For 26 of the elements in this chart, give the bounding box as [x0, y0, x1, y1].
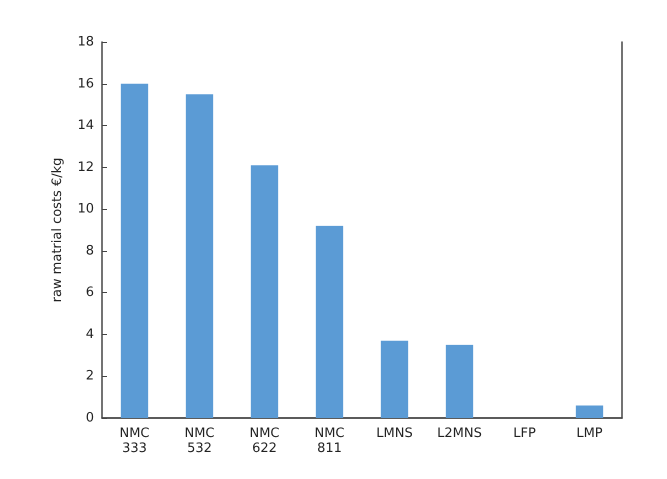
x-tick-label: NMC 333 [119, 426, 150, 456]
y-tick-label: 14 [77, 118, 94, 134]
bar [120, 84, 148, 418]
y-tick-label: 2 [86, 368, 94, 384]
y-tick-label: 12 [77, 160, 94, 175]
y-tick-label: 10 [77, 202, 94, 217]
bar [316, 226, 344, 418]
x-tick-label: NMC 532 [184, 426, 215, 456]
y-tick-label: 18 [77, 34, 94, 50]
x-tick-label: L2MNS [437, 426, 482, 441]
bar [446, 344, 474, 418]
y-tick-label: 6 [86, 285, 94, 300]
y-axis-title: raw matrial costs €/kg [50, 158, 65, 302]
x-tick-label: LMNS [376, 426, 413, 441]
x-tick-label: LMP [576, 426, 603, 441]
x-tick-label: NMC 622 [249, 426, 280, 456]
bar [186, 94, 214, 418]
y-tick-label: 8 [86, 243, 94, 258]
x-tick-label: NMC 811 [314, 426, 345, 456]
y-tick-label: 0 [86, 410, 94, 426]
bar [250, 165, 278, 418]
bar [380, 340, 408, 418]
y-tick-label: 16 [77, 76, 94, 92]
bar [576, 405, 604, 418]
x-tick-label: LFP [513, 426, 536, 441]
y-tick-label: 4 [86, 326, 94, 342]
